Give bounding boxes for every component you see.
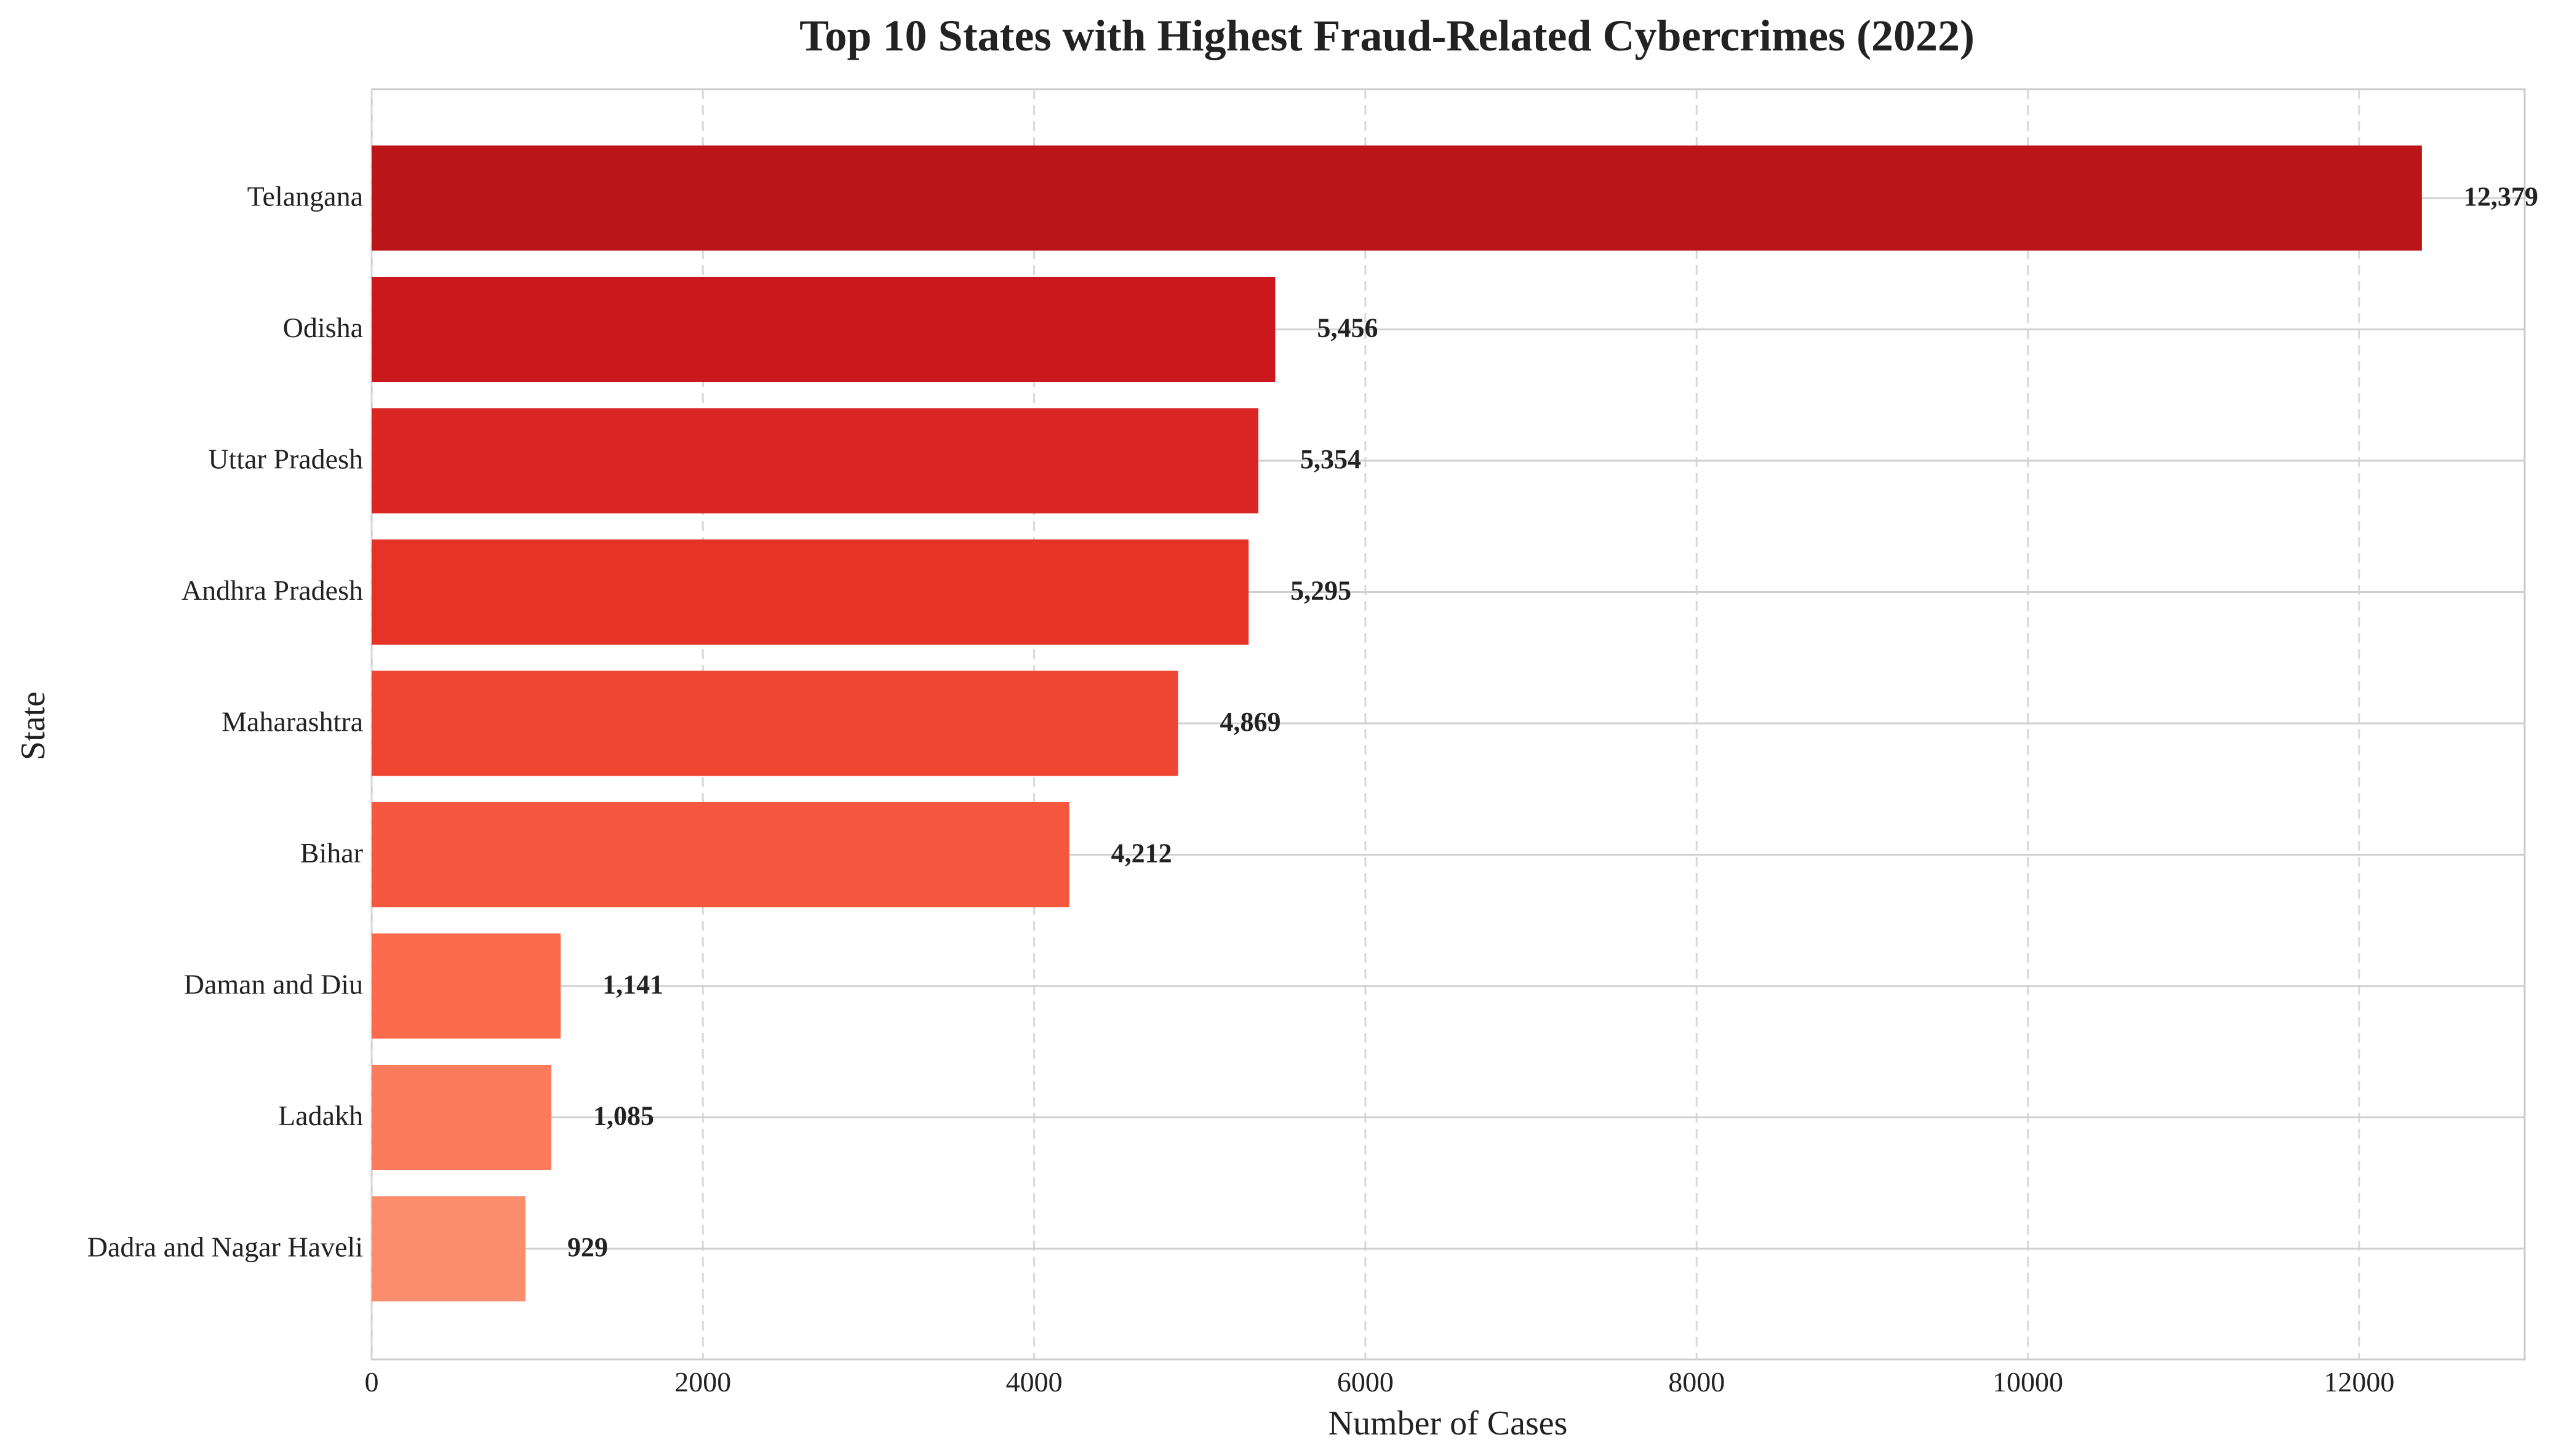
y-tick-label: Uttar Pradesh — [208, 444, 363, 475]
x-axis-ticks: 0 2000 4000 6000 8000 10000 12000 — [365, 1366, 2395, 1398]
bar-value-label: 1,085 — [593, 1101, 654, 1131]
y-tick-label: Daman and Diu — [184, 969, 363, 1000]
bar-value-label: 12,379 — [2464, 181, 2538, 212]
bar-value-label: 1,141 — [602, 969, 663, 1000]
x-tick-label: 6000 — [1337, 1366, 1394, 1398]
bar — [372, 408, 1259, 514]
bar-value-label: 5,456 — [1317, 313, 1378, 343]
y-axis-label: State — [14, 691, 52, 760]
bars — [372, 145, 2422, 1302]
y-tick-label: Maharashtra — [222, 706, 363, 738]
y-tick-label: Telangana — [247, 181, 363, 212]
bar — [372, 802, 1069, 907]
chart-title: Top 10 States with Highest Fraud-Related… — [799, 11, 1975, 60]
x-tick-label: 2000 — [674, 1366, 731, 1398]
bar — [372, 277, 1276, 382]
bar — [372, 1196, 526, 1302]
x-tick-label: 12000 — [2323, 1366, 2394, 1398]
bar — [372, 145, 2422, 251]
bar — [372, 1065, 552, 1170]
data-labels: 12,379 5,456 5,354 5,295 4,869 4,212 1,141 1,08… — [567, 181, 2538, 1262]
x-tick-label: 4000 — [1006, 1366, 1063, 1398]
x-tick-label: 8000 — [1668, 1366, 1725, 1398]
bar-value-label: 4,869 — [1220, 707, 1281, 737]
y-tick-label: Odisha — [283, 312, 363, 343]
y-tick-label: Dadra and Nagar Haveli — [87, 1231, 363, 1263]
y-tick-label: Ladakh — [278, 1100, 363, 1131]
bar — [372, 539, 1249, 645]
bar — [372, 670, 1178, 776]
bar-value-label: 5,354 — [1300, 444, 1361, 474]
y-tick-label: Andhra Pradesh — [182, 575, 363, 606]
x-axis-label: Number of Cases — [1328, 1404, 1568, 1442]
bar — [372, 933, 561, 1039]
y-tick-label: Bihar — [300, 837, 363, 869]
bar-value-label: 4,212 — [1111, 838, 1172, 869]
y-axis-ticks: Telangana Odisha Uttar Pradesh Andhra Prade… — [87, 181, 363, 1263]
bar-value-label: 5,295 — [1290, 576, 1351, 606]
x-tick-label: 10000 — [1992, 1366, 2063, 1398]
bar-value-label: 929 — [567, 1232, 608, 1262]
x-tick-label: 0 — [365, 1366, 379, 1398]
